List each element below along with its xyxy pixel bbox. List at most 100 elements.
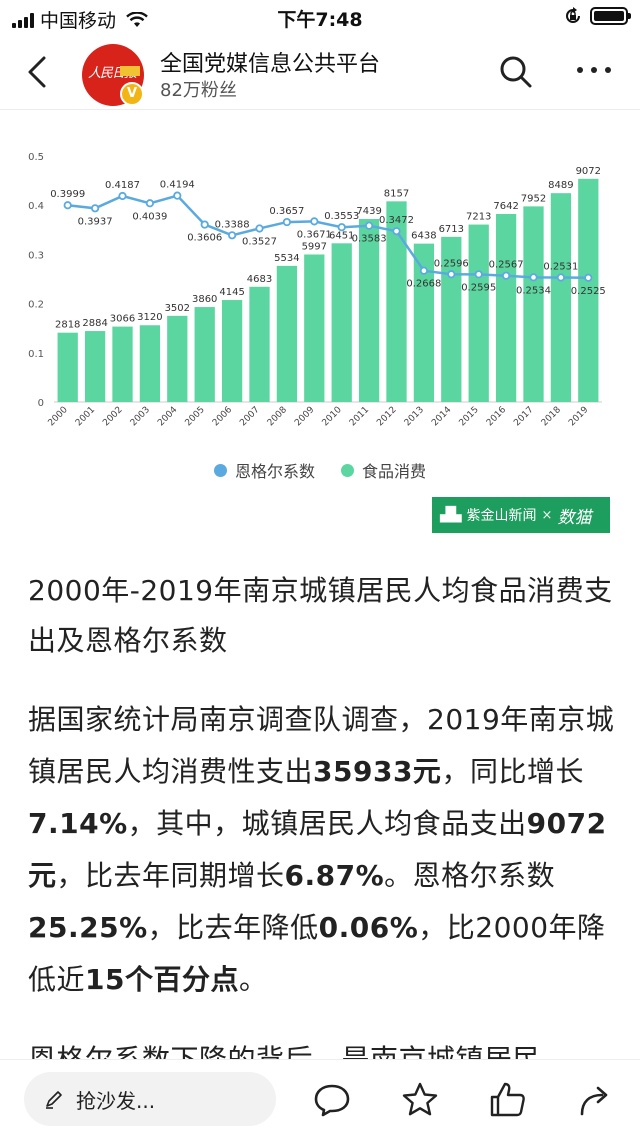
body-bold: 0.06%	[318, 911, 419, 944]
x-tick-label: 2009	[293, 405, 316, 428]
line-value-label: 0.2531	[543, 261, 578, 272]
bar-value-label: 2884	[82, 318, 107, 329]
x-tick-label: 2018	[540, 405, 563, 428]
line-value-label: 0.3999	[50, 189, 85, 200]
bar	[413, 243, 435, 402]
x-tick-label: 2006	[211, 405, 234, 428]
body-text: 据国家统计局南京调查队调查，2019年南京城镇居民人均消费性支出	[28, 703, 615, 788]
line-point	[228, 231, 237, 240]
chart-image: 0 0.1 0.2 0.3 0.4 0.5 2818 2000 2884 2001 3066 2002…	[24, 140, 616, 540]
line-point	[310, 217, 319, 226]
body-text: ，比去年降低	[147, 911, 319, 944]
bar	[221, 300, 243, 402]
status-bar: 中国移动 下午7:48	[0, 0, 640, 34]
legend-swatch	[213, 463, 227, 477]
line-point	[447, 270, 456, 279]
line-point	[118, 191, 127, 201]
battery-icon	[590, 7, 631, 25]
status-time: 下午7:48	[277, 9, 363, 31]
line-point	[173, 191, 182, 200]
x-tick-label: 2008	[266, 405, 289, 428]
comment-input[interactable]: 抢沙发...	[24, 1072, 276, 1126]
bar-value-label: 8157	[384, 188, 409, 199]
x-tick-label: 2015	[458, 405, 481, 428]
bar	[112, 326, 133, 402]
line-point	[282, 217, 291, 227]
line-value-label: 0.2525	[571, 286, 606, 297]
x-tick-label: 2019	[567, 405, 590, 428]
bar-value-label: 8489	[548, 180, 573, 191]
x-tick-label: 2014	[430, 405, 453, 428]
legend-item-food: 食品消费	[341, 458, 426, 482]
line-point	[337, 223, 346, 232]
back-button[interactable]	[20, 52, 56, 92]
x-tick-label: 2013	[403, 405, 426, 428]
y-tick-label: 0.5	[28, 152, 44, 163]
bar	[550, 193, 572, 402]
bar-value-label: 5534	[274, 253, 299, 264]
article-paragraph: 据国家统计局南京调查队调查，2019年南京城镇居民人均消费性支出35933元，同…	[28, 694, 616, 1006]
brand-times: ×	[541, 507, 553, 523]
line-point	[255, 224, 264, 233]
body-text: ，比去年同期增长	[56, 859, 285, 892]
line-value-label: 0.3657	[269, 206, 304, 217]
status-right	[564, 7, 631, 25]
bar-value-label: 4145	[219, 287, 244, 298]
line-value-label: 0.4187	[105, 180, 140, 191]
x-tick-label: 2005	[184, 405, 207, 428]
article: 2000年-2019年南京城镇居民人均食品消费支出及恩格尔系数 据国家统计局南京…	[28, 566, 616, 1086]
body-text: 。	[238, 963, 268, 996]
nav-header: 人民日报 V 全国党媒信息公共平台 82万粉丝	[0, 34, 640, 110]
line-value-label: 0.4194	[160, 180, 195, 191]
bar-value-label: 3120	[137, 312, 162, 323]
rotation-lock-icon	[566, 7, 580, 23]
bar	[468, 224, 489, 402]
bar	[249, 286, 270, 402]
bar	[276, 265, 298, 402]
line-point	[364, 221, 374, 230]
share-icon[interactable]	[576, 1080, 616, 1120]
y-tick-label: 0.4	[28, 201, 44, 212]
bottom-action-bar: 抢沙发...	[0, 1060, 640, 1138]
x-tick-label: 2017	[512, 405, 535, 428]
brand-watermark: ▟▙ 紫金山新闻 × 数猫	[432, 497, 610, 533]
bar	[84, 331, 106, 402]
more-options-icon[interactable]	[574, 60, 614, 80]
line-point	[584, 273, 593, 282]
line-point	[200, 220, 209, 229]
bar-value-label: 6451	[329, 230, 354, 241]
bar	[523, 206, 544, 402]
bar-value-label: 4683	[247, 274, 272, 285]
line-value-label: 0.4039	[132, 211, 167, 222]
bar	[139, 325, 161, 402]
bar	[57, 332, 78, 402]
bar	[441, 236, 462, 402]
chart-svg: 0 0.1 0.2 0.3 0.4 0.5 2818 2000 2884 2001 3066 2002…	[28, 152, 606, 428]
bar	[331, 243, 352, 402]
x-tick-label: 2012	[375, 405, 398, 428]
body-text: 。恩格尔系数	[384, 859, 556, 892]
thumbs-up-icon[interactable]	[488, 1080, 528, 1120]
x-tick-label: 2002	[101, 405, 124, 428]
line-value-label: 0.3583	[352, 234, 387, 245]
star-icon[interactable]	[400, 1080, 440, 1120]
line-value-label: 0.2567	[489, 260, 524, 271]
bar-value-label: 2818	[55, 320, 80, 331]
comment-icon[interactable]	[312, 1080, 352, 1120]
bar-value-label: 7213	[466, 212, 491, 223]
x-tick-label: 2010	[321, 405, 344, 428]
line-value-label: 0.3388	[215, 219, 250, 230]
line-value-label: 0.2596	[434, 258, 469, 269]
x-tick-label: 2007	[238, 405, 261, 428]
line-value-label: 0.3606	[187, 233, 222, 244]
account-name[interactable]: 全国党媒信息公共平台	[160, 52, 381, 77]
body-text: ，比2000年降低近	[28, 911, 606, 996]
legend-swatch	[341, 463, 354, 477]
pen-icon	[46, 1091, 62, 1109]
cell-signal-icon	[12, 12, 34, 28]
x-tick-label: 2000	[47, 405, 70, 428]
line-point	[63, 201, 72, 210]
search-icon[interactable]	[498, 54, 534, 90]
legend-item-engel: 恩格尔系数	[213, 458, 315, 482]
wifi-icon	[126, 11, 148, 27]
